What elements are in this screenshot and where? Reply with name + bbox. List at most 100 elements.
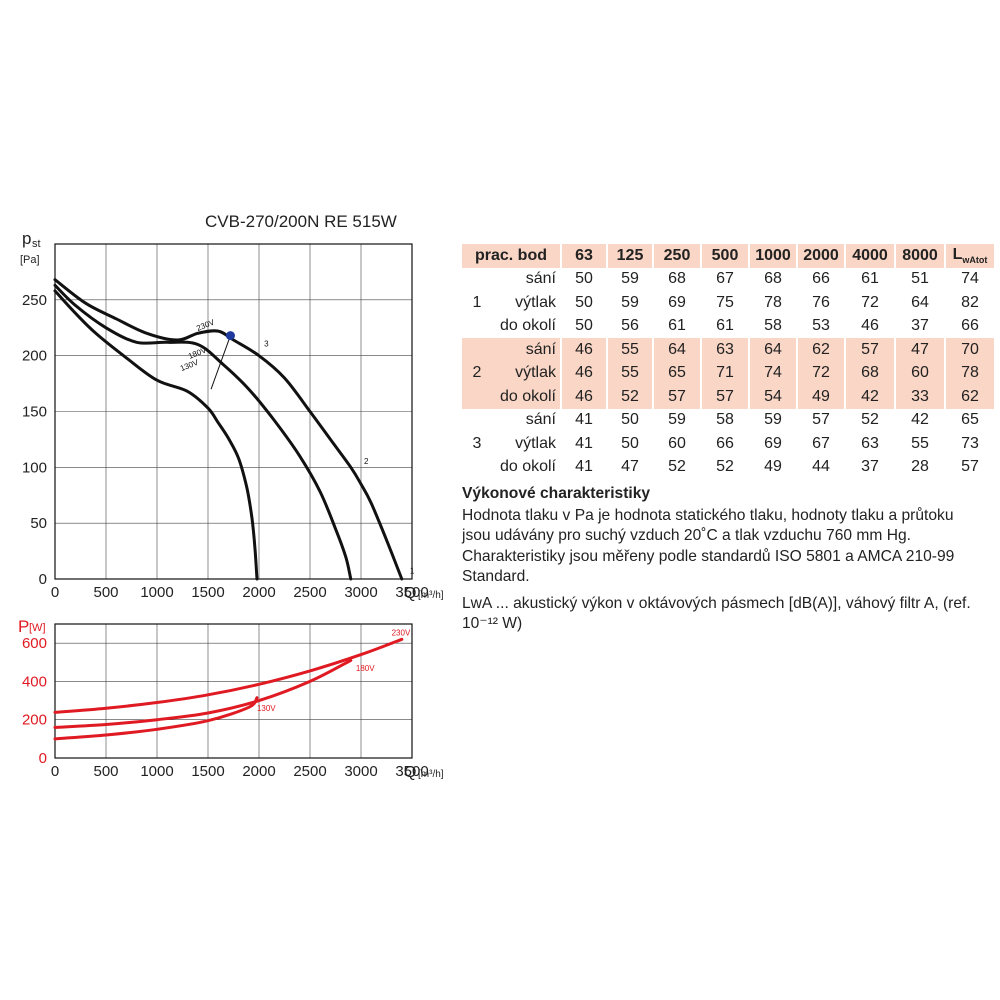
point-number [462, 341, 492, 359]
y-axis-label: P [18, 617, 29, 636]
y-tick-label: 50 [30, 515, 47, 532]
table-cell: 28 [894, 455, 945, 479]
x-tick-label: 1000 [140, 763, 173, 780]
x-tick-label: 2500 [293, 584, 326, 601]
point-number: 2 [472, 364, 482, 382]
table-cell: 61 [652, 314, 701, 338]
y-axis-unit: [Pa] [20, 254, 40, 266]
curve-label: 180V [356, 664, 375, 673]
table-cell: 42 [844, 385, 895, 409]
table-cell: 76 [796, 291, 845, 315]
table-cell: 33 [894, 385, 945, 409]
table-cell: 58 [700, 408, 749, 432]
table-cell: 46 [560, 385, 607, 409]
table-cell: 59 [652, 408, 701, 432]
table-cell: 46 [560, 338, 607, 362]
header-point: prac. bod [462, 244, 561, 268]
table-cell: 59 [606, 291, 653, 315]
mode-label: výtlak [515, 293, 556, 311]
y-axis-label: p [22, 229, 31, 248]
table-cell: 66 [944, 314, 994, 338]
table-cell: 78 [748, 291, 797, 315]
table-cell: 67 [700, 267, 749, 291]
series-line-180V [53, 283, 353, 581]
y-axis-label-sub: st [32, 238, 41, 250]
table-cell: 59 [748, 408, 797, 432]
table-cell: 56 [606, 314, 653, 338]
table-cell: 62 [944, 385, 994, 409]
point-number: 3 [472, 434, 482, 452]
curve-label: 3 [264, 340, 269, 349]
header-band: 1000 [748, 244, 797, 268]
table-cell: 68 [748, 267, 797, 291]
table-cell: 66 [796, 267, 845, 291]
table-cell: 57 [796, 408, 845, 432]
table-cell: 59 [606, 267, 653, 291]
table-cell: 49 [796, 385, 845, 409]
x-tick-label: 3500 [395, 584, 428, 601]
y-tick-label: 600 [22, 635, 47, 652]
point-number [462, 388, 492, 406]
y-tick-label: 0 [39, 571, 47, 588]
table-cell: 61 [844, 267, 895, 291]
table-cell: 55 [894, 432, 945, 456]
table-cell: 82 [944, 291, 994, 315]
table-row: do okolí 41 47 52 52 49 44 37 28 57 [462, 455, 994, 479]
octave-table: prac. bod 63 125 250 500 1000 2000 4000 8000 LwAt… [462, 244, 994, 479]
table-cell: 50 [606, 432, 653, 456]
y-tick-label: 200 [22, 712, 47, 729]
table-row: 3 výtlak 41 50 60 66 69 67 63 55 73 [462, 432, 994, 456]
table-row: sání 41 50 59 58 59 57 52 42 65 [462, 408, 994, 433]
table-cell: 46 [560, 361, 607, 385]
x-tick-label: 0 [51, 584, 59, 601]
x-tick-label: 3000 [344, 763, 377, 780]
table-cell: 75 [700, 291, 749, 315]
x-tick-label: 1500 [191, 584, 224, 601]
mode-label: do okolí [499, 458, 556, 476]
row-label: 1 výtlak [462, 291, 561, 315]
table-body: sání 50 59 68 67 68 66 61 51 74 1 výtlak 50 59 69 75 78 7… [462, 267, 994, 479]
charts-svg: 0 500 1000 1500 2000 2500 3000 3500050100150200… [18, 229, 444, 781]
mode-label: výtlak [515, 434, 556, 452]
table-cell: 55 [606, 361, 653, 385]
point-number [462, 458, 492, 476]
table-cell: 78 [944, 361, 994, 385]
table-cell: 52 [652, 455, 701, 479]
plot-frame [54, 243, 413, 580]
table-cell: 51 [894, 267, 945, 291]
table-cell: 69 [652, 291, 701, 315]
table-row: sání 50 59 68 67 68 66 61 51 74 [462, 267, 994, 291]
pressure-chart: 0 500 1000 1500 2000 2500 3000 3500 0 50 100 150 200… [20, 229, 444, 602]
row-label: sání [462, 409, 561, 433]
header-band: 250 [652, 244, 701, 268]
table-cell: 69 [748, 432, 797, 456]
description-paragraph-2: LwA ... akustický výkon v oktávových pás… [462, 594, 971, 633]
table-cell: 57 [944, 455, 994, 479]
table-cell: 72 [844, 291, 895, 315]
curve-label: 180V [187, 345, 208, 361]
table-cell: 74 [944, 267, 994, 291]
table-cell: 63 [700, 338, 749, 362]
table-cell: 42 [894, 408, 945, 432]
curve-label: 230V [392, 628, 411, 637]
mode-label: sání [525, 270, 556, 288]
header-band: 8000 [894, 244, 945, 268]
table-cell: 41 [560, 408, 607, 432]
resistance-line [210, 335, 231, 390]
table-cell: 53 [796, 314, 845, 338]
series-line-180V [53, 658, 353, 729]
table-cell: 74 [748, 361, 797, 385]
table-row: do okolí 46 52 57 57 54 49 42 33 62 [462, 385, 994, 409]
table-cell: 68 [844, 361, 895, 385]
series-line-130V [53, 289, 259, 581]
y-axis-unit: [W] [29, 622, 46, 634]
point-number [462, 270, 492, 288]
row-label: sání [462, 338, 561, 362]
table-cell: 41 [560, 432, 607, 456]
x-tick-label: 0 [51, 763, 59, 780]
table-row: 2 výtlak 46 55 65 71 74 72 68 60 78 [462, 361, 994, 385]
y-tick-label: 150 [22, 404, 47, 421]
table-cell: 50 [560, 267, 607, 291]
table-cell: 57 [844, 338, 895, 362]
table-cell: 44 [796, 455, 845, 479]
